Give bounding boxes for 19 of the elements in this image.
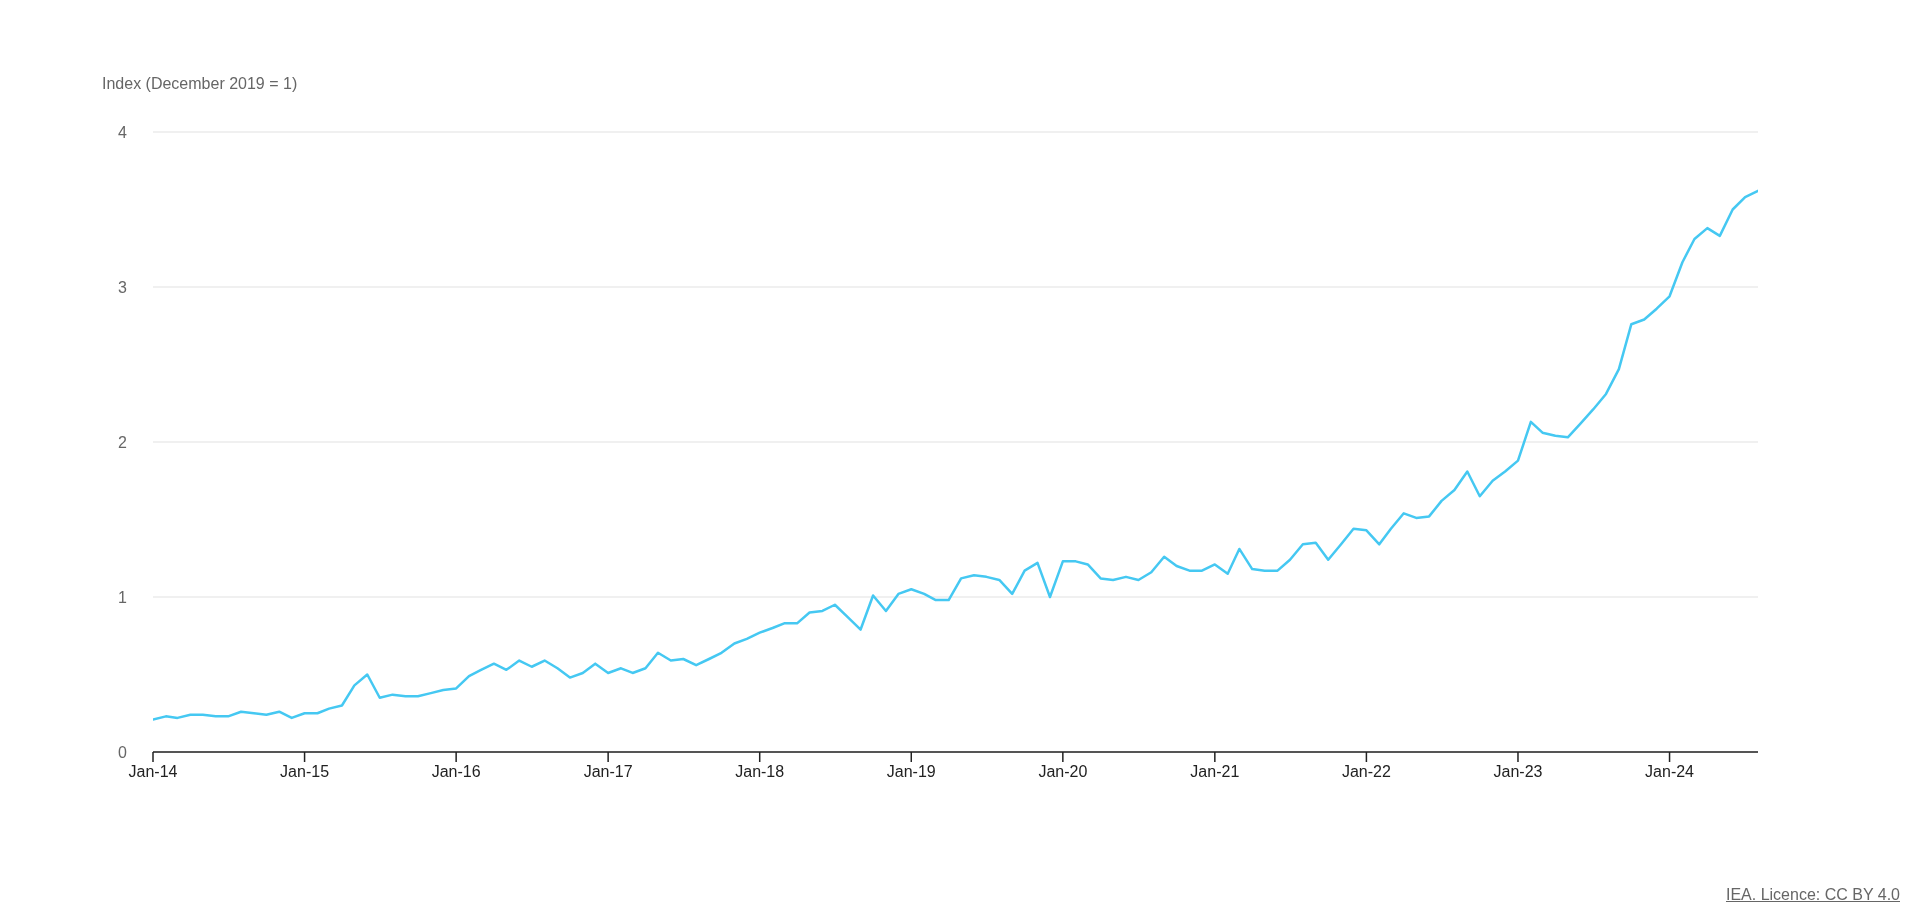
x-tick-label: Jan-24 (1645, 763, 1695, 781)
x-tick-label: Jan-17 (583, 763, 633, 781)
y-tick-label: 4 (118, 123, 128, 141)
text: IEA. Licence: CC BY 4.0 (1725, 886, 1900, 904)
x-tick-label: Jan-20 (1038, 763, 1088, 781)
x-tick-label: Jan-15 (280, 763, 330, 781)
x-tick-label: Jan-19 (886, 763, 936, 781)
x-tick-label: Jan-16 (431, 763, 481, 781)
x-tick-label: Jan-14 (128, 763, 178, 781)
x-tick-label: Jan-21 (1190, 763, 1240, 781)
y-tick-label: 2 (118, 433, 128, 451)
x-tick-label: Jan-23 (1493, 763, 1543, 781)
y-axis-title: Index (December 2019 = 1) (102, 75, 298, 93)
y-tick-label: 3 (118, 278, 128, 296)
x-tick-label: Jan-18 (735, 763, 785, 781)
line-series (153, 189, 1758, 721)
y-tick-label: 1 (118, 588, 128, 606)
y-tick-label: 0 (118, 743, 128, 761)
x-tick-label: Jan-22 (1341, 763, 1391, 781)
